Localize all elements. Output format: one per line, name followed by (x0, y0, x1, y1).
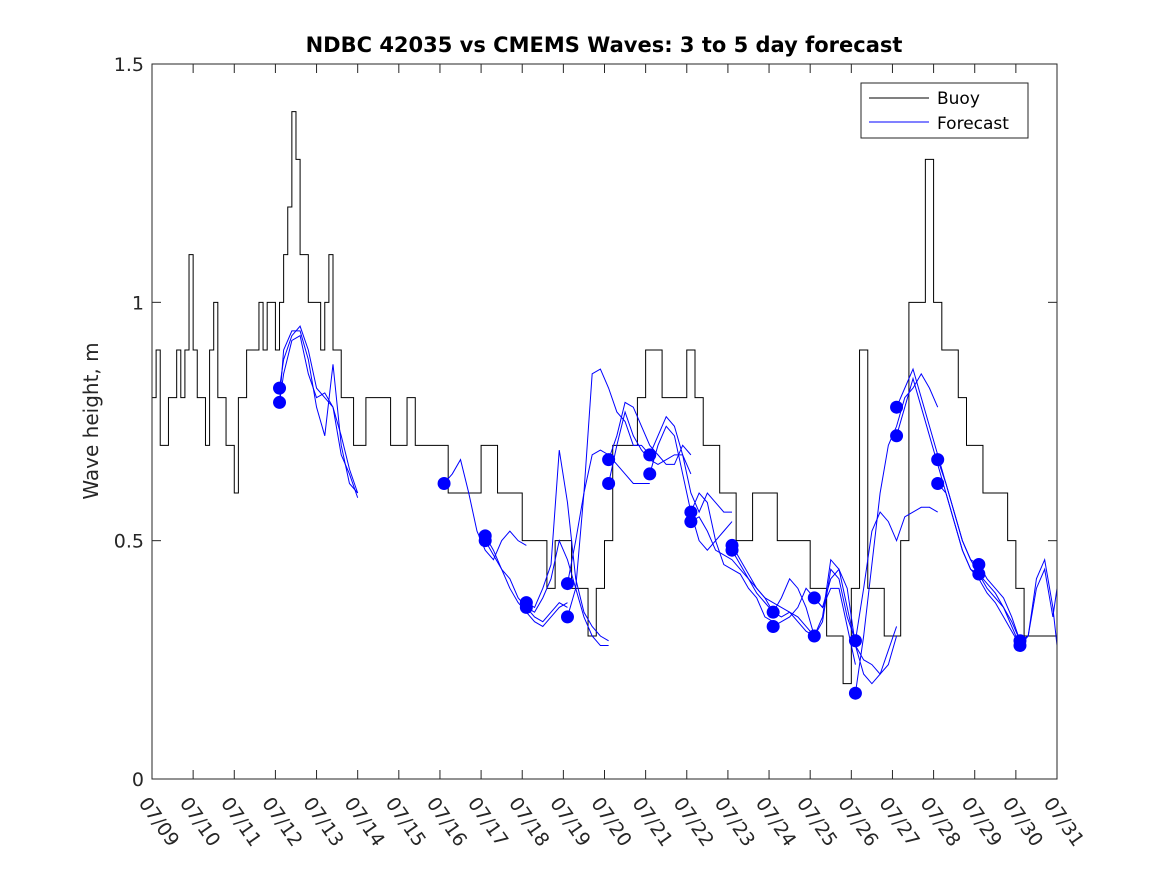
x-tick-label: 07/26 (833, 793, 882, 850)
forecast-point (807, 591, 821, 605)
forecast-markers (273, 381, 1027, 700)
legend-box (860, 82, 1029, 139)
x-tick-label: 07/17 (463, 793, 512, 850)
x-tick-label: 07/15 (381, 793, 430, 850)
series-line-forecast (854, 372, 939, 694)
series-line-forecast (566, 368, 651, 618)
x-tick-label: 07/23 (710, 793, 759, 850)
forecast-point (725, 543, 739, 557)
forecast-point (931, 453, 945, 467)
y-axis-label: Wave height, m (79, 342, 103, 499)
forecast-point (602, 453, 616, 467)
forecast-point (1013, 639, 1027, 653)
y-tick-label: 0 (132, 769, 144, 791)
forecast-point (684, 505, 698, 519)
forecast-point (643, 467, 657, 481)
forecast-point (972, 558, 986, 571)
x-tick-label: 07/11 (216, 793, 265, 850)
forecast-point (273, 381, 287, 395)
x-tick-label: 07/25 (792, 793, 841, 850)
x-tick-label: 07/29 (957, 793, 1006, 850)
forecast-point (890, 400, 904, 414)
forecast-point (766, 605, 780, 619)
plot-frame (151, 63, 1058, 780)
legend-label-buoy: Buoy (937, 89, 980, 109)
forecast-point (602, 476, 616, 490)
x-tick-label: 07/27 (874, 793, 923, 850)
forecast-point (766, 619, 780, 633)
series-line-forecast (279, 330, 359, 494)
chart-title: NDBC 42035 vs CMEMS Waves: 3 to 5 day fo… (306, 33, 903, 57)
x-tick-label: 07/22 (669, 793, 718, 850)
forecast-point (560, 610, 574, 624)
x-tick-label: 07/24 (751, 793, 800, 850)
series-line-buoy (152, 111, 1058, 685)
x-tick-label: 07/13 (298, 793, 347, 850)
series-line-forecast (279, 325, 359, 494)
x-tick-label: 07/10 (175, 793, 224, 850)
forecast-point (437, 476, 451, 490)
forecast-point (807, 629, 821, 643)
series-line-forecast (608, 401, 692, 465)
forecast-point (972, 567, 986, 581)
series-line-forecast (649, 415, 733, 514)
x-tick-label: 07/30 (998, 793, 1047, 850)
x-tick-label: 07/14 (340, 793, 389, 850)
forecast-point (931, 476, 945, 490)
forecast-point (478, 534, 492, 548)
series-line-forecast (854, 506, 938, 641)
forecast-point (519, 600, 533, 614)
plot-background (152, 64, 1057, 779)
forecast-point (684, 515, 698, 529)
series-line-forecast (690, 492, 774, 623)
forecast-point (848, 686, 862, 700)
series-line-forecast (526, 450, 609, 642)
forecast-point (643, 448, 657, 462)
x-tick-label: 07/12 (257, 793, 306, 850)
x-tick-label: 07/16 (422, 793, 471, 850)
x-tick-label: 07/09 (134, 793, 183, 850)
x-tick-label: 07/18 (504, 793, 553, 850)
series-line-forecast (279, 334, 359, 498)
forecast-point (560, 577, 574, 591)
x-tick-label: 07/31 (1039, 793, 1088, 850)
x-tick-label: 07/28 (915, 793, 964, 850)
legend-label-forecast: Forecast (937, 114, 1009, 134)
legend: Buoy Forecast (860, 82, 1029, 139)
series-line-forecast (443, 458, 527, 561)
x-tick-label: 07/20 (586, 793, 635, 850)
series-line-forecast (526, 539, 609, 647)
forecast-point (848, 634, 862, 648)
series-line-forecast (731, 545, 815, 637)
y-tick-label: 1 (132, 292, 144, 314)
forecast-point (890, 429, 904, 443)
x-tick-label: 07/21 (628, 793, 677, 850)
forecast-point (273, 395, 287, 409)
x-tick-label: 07/19 (545, 793, 594, 850)
y-tick-label: 1.5 (114, 54, 144, 76)
y-tick-label: 0.5 (114, 531, 144, 553)
